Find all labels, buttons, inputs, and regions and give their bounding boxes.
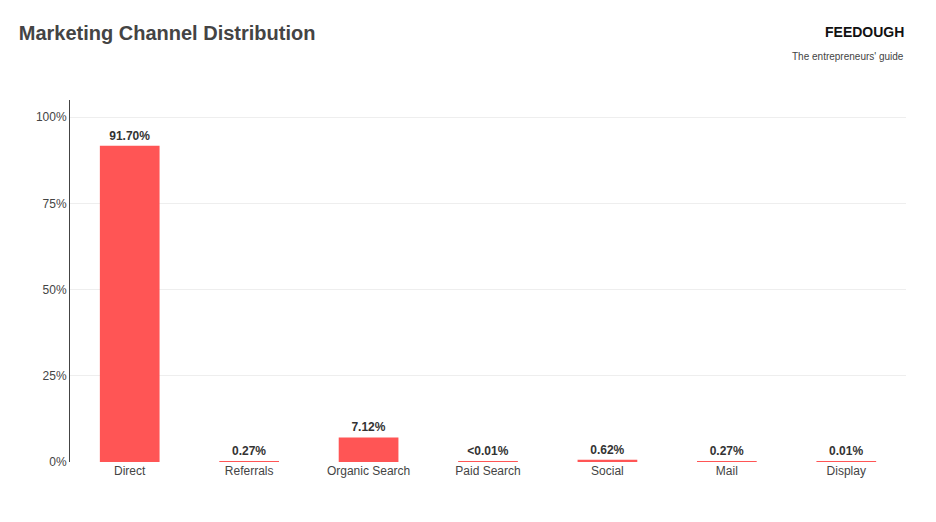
svg-text:Social: Social — [591, 464, 624, 478]
svg-text:50%: 50% — [43, 283, 67, 297]
svg-text:75%: 75% — [43, 197, 67, 211]
svg-text:Display: Display — [827, 464, 866, 478]
svg-text:100%: 100% — [36, 110, 67, 124]
svg-text:The entrepreneurs' guide: The entrepreneurs' guide — [792, 51, 904, 62]
svg-text:0.27%: 0.27% — [710, 444, 744, 458]
svg-text:Referrals: Referrals — [225, 464, 274, 478]
svg-text:Marketing Channel Distribution: Marketing Channel Distribution — [19, 22, 316, 44]
svg-text:0.27%: 0.27% — [232, 444, 266, 458]
svg-text:Paid Search: Paid Search — [455, 464, 520, 478]
svg-text:7.12%: 7.12% — [351, 420, 385, 434]
svg-text:0%: 0% — [49, 455, 67, 469]
svg-text:0.62%: 0.62% — [590, 443, 624, 457]
svg-text:25%: 25% — [43, 369, 67, 383]
svg-text:Organic Search: Organic Search — [327, 464, 410, 478]
svg-text:Direct: Direct — [114, 464, 146, 478]
svg-text:91.70%: 91.70% — [109, 129, 150, 143]
svg-text:FEEDOUGH: FEEDOUGH — [825, 24, 904, 40]
svg-text:<0.01%: <0.01% — [467, 444, 508, 458]
svg-text:Mail: Mail — [716, 464, 738, 478]
svg-text:0.01%: 0.01% — [829, 444, 863, 458]
